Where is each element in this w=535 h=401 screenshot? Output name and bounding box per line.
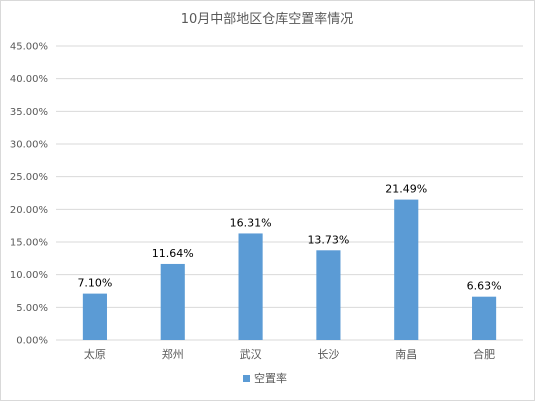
data-label: 6.63% <box>467 280 502 293</box>
data-label: 11.64% <box>152 247 194 260</box>
bar <box>160 263 185 340</box>
y-tick-label: 25.00% <box>10 172 48 183</box>
y-tick-label: 45.00% <box>10 42 48 53</box>
y-tick-label: 15.00% <box>10 238 48 249</box>
data-label: 7.10% <box>77 277 112 290</box>
y-tick-label: 30.00% <box>10 140 48 151</box>
y-tick-label: 10.00% <box>10 270 48 281</box>
y-tick-label: 5.00% <box>16 303 48 314</box>
x-axis-ticks: 太原 郑州 武汉 长沙 南昌 合肥 <box>84 347 495 361</box>
x-tick-label: 太原 <box>84 348 106 361</box>
x-tick-label: 南昌 <box>395 348 417 361</box>
y-tick-label: 40.00% <box>10 74 48 85</box>
x-tick-label: 郑州 <box>162 347 184 361</box>
y-tick-label: 20.00% <box>10 205 48 216</box>
bar <box>472 296 497 340</box>
chart-title: 10月中部地区仓库空置率情况 <box>181 11 354 27</box>
legend: 空置率 <box>243 371 287 385</box>
bar <box>238 233 263 340</box>
bar <box>394 199 419 340</box>
legend-swatch-vacancy <box>243 375 250 382</box>
data-label: 13.73% <box>307 233 349 246</box>
x-tick-label: 长沙 <box>317 348 339 361</box>
bars <box>82 199 497 340</box>
y-tick-label: 0.00% <box>16 336 48 347</box>
gridlines <box>56 45 523 341</box>
y-axis-ticks: 0.00% 5.00% 10.00% 15.00% 20.00% 25.00% 30.00%… <box>10 42 48 347</box>
bar <box>316 250 341 340</box>
legend-label-vacancy: 空置率 <box>254 371 287 385</box>
data-labels: 7.10% 11.64% 16.31% 13.73% 21.49% 6.63% <box>77 183 501 293</box>
data-label: 21.49% <box>385 183 427 196</box>
x-tick-label: 合肥 <box>473 347 495 361</box>
bar <box>82 293 107 340</box>
data-label: 16.31% <box>230 216 272 229</box>
y-tick-label: 35.00% <box>10 107 48 118</box>
x-tick-label: 武汉 <box>240 348 262 361</box>
